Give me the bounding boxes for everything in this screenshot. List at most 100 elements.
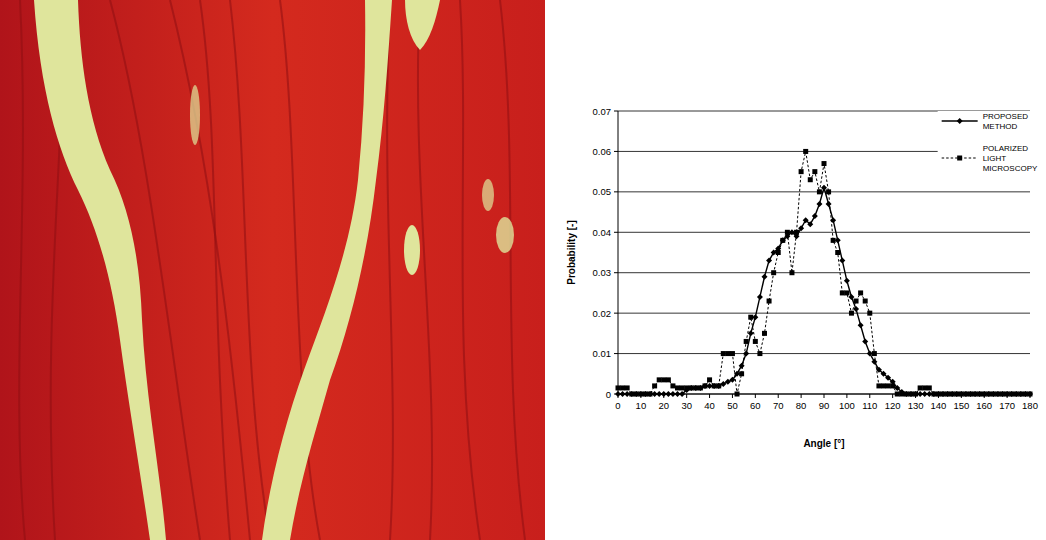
plot-area	[615, 149, 1033, 397]
data-point	[941, 392, 946, 397]
legend-background	[938, 111, 1042, 180]
x-tick-label: 80	[796, 400, 807, 411]
data-point	[973, 392, 978, 397]
data-point	[1009, 392, 1014, 397]
data-point	[675, 385, 680, 390]
data-point	[716, 383, 721, 388]
fibre	[418, 0, 432, 540]
data-point	[744, 339, 749, 344]
data-point	[844, 278, 850, 284]
data-point	[712, 383, 717, 388]
lumen	[405, 0, 440, 50]
data-point	[657, 377, 662, 382]
data-point	[871, 359, 877, 365]
data-point	[858, 290, 863, 295]
data-point	[666, 377, 671, 382]
data-point	[767, 299, 772, 304]
data-point	[807, 221, 813, 227]
y-tick-label: 0.02	[593, 308, 612, 319]
data-point	[858, 322, 864, 328]
series-line	[618, 188, 1030, 394]
y-axis-title: Probability [-]	[566, 220, 577, 284]
data-point	[1027, 391, 1033, 397]
grid-line	[618, 353, 1030, 354]
micrograph	[0, 0, 545, 540]
y-tick-label: 0.07	[593, 106, 612, 117]
lumen	[34, 0, 166, 540]
x-tick-label: 150	[953, 400, 969, 411]
data-point	[762, 331, 767, 336]
data-point	[839, 258, 845, 264]
data-point	[748, 315, 753, 320]
data-point	[1005, 392, 1010, 397]
data-point	[794, 230, 799, 235]
data-point	[739, 363, 745, 369]
data-point	[931, 392, 936, 397]
x-tick-label: 40	[704, 400, 715, 411]
data-point	[680, 385, 685, 390]
data-point	[780, 238, 785, 243]
data-point	[748, 330, 754, 336]
data-point	[761, 274, 767, 280]
data-point	[702, 383, 707, 388]
x-tick-label: 170	[999, 400, 1015, 411]
x-tick-label: 140	[931, 400, 947, 411]
fibre	[19, 0, 25, 540]
data-point	[918, 385, 923, 390]
lumen	[262, 0, 392, 540]
data-point	[895, 392, 900, 397]
data-point	[1023, 392, 1028, 397]
data-point	[679, 391, 685, 397]
data-point	[844, 290, 849, 295]
data-point	[826, 189, 831, 194]
data-point	[986, 392, 991, 397]
data-point	[1028, 392, 1033, 397]
data-point	[670, 383, 675, 388]
data-point	[634, 392, 639, 397]
data-point	[881, 383, 886, 388]
data-point	[872, 351, 877, 356]
data-point	[648, 392, 653, 397]
data-point	[817, 189, 822, 194]
data-point	[995, 392, 1000, 397]
data-point	[963, 392, 968, 397]
x-tick-label: 10	[636, 400, 647, 411]
data-point	[959, 392, 964, 397]
data-point	[899, 392, 904, 397]
data-point	[867, 311, 872, 316]
data-point	[757, 351, 762, 356]
data-point	[936, 392, 941, 397]
data-point	[785, 230, 790, 235]
tissue-ground	[0, 0, 545, 540]
data-point	[739, 371, 744, 376]
data-point	[876, 383, 881, 388]
data-point	[780, 237, 786, 243]
x-tick	[846, 394, 847, 398]
data-point	[684, 385, 689, 390]
y-tick	[614, 272, 618, 273]
fibre	[460, 0, 480, 540]
data-point	[908, 392, 913, 397]
fibre	[387, 0, 393, 540]
data-point	[854, 299, 859, 304]
grid-line	[618, 232, 1030, 233]
y-tick	[614, 151, 618, 152]
data-point	[689, 385, 694, 390]
x-tick-label: 160	[976, 400, 992, 411]
x-tick	[732, 394, 733, 398]
x-tick-label: 90	[819, 400, 830, 411]
series	[615, 185, 1033, 397]
data-point	[1018, 392, 1023, 397]
data-point	[693, 385, 698, 390]
data-point	[886, 383, 891, 388]
data-point	[991, 392, 996, 397]
x-tick-label: 100	[839, 400, 855, 411]
data-point	[862, 338, 868, 344]
data-point	[954, 392, 959, 397]
data-point	[702, 383, 708, 389]
data-point	[661, 377, 666, 382]
data-point	[840, 290, 845, 295]
data-point	[753, 339, 758, 344]
data-point	[863, 299, 868, 304]
data-point	[789, 270, 794, 275]
